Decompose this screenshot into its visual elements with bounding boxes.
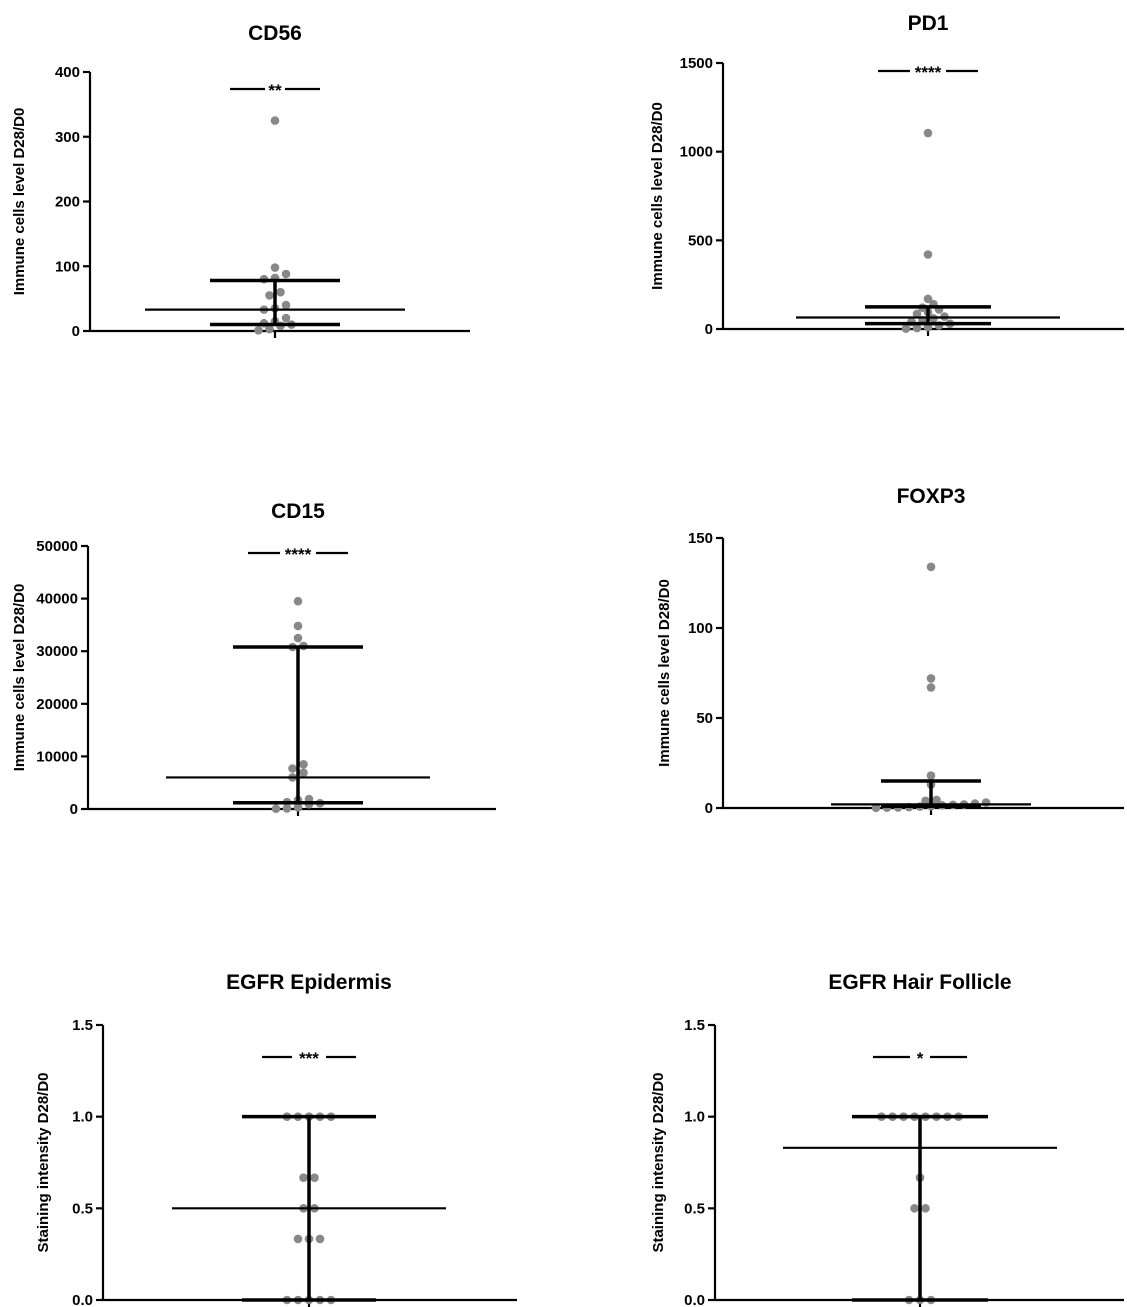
data-point <box>310 1173 319 1183</box>
y-tick-label: 200 <box>55 194 80 211</box>
y-axis-label: Staining intensity D28/D0 <box>650 1072 667 1252</box>
y-tick-label: 1500 <box>680 55 713 72</box>
data-point <box>926 674 936 683</box>
y-axis-label: Immune cells level D28/D0 <box>11 108 28 296</box>
data-point <box>926 771 936 780</box>
y-tick-label: 1.5 <box>72 1017 93 1034</box>
significance-label: ** <box>268 81 282 100</box>
y-axis-label: Staining intensity D28/D0 <box>35 1072 52 1252</box>
y-axis-label: Immune cells level D28/D0 <box>649 102 666 290</box>
chart-panel-4: FOXP3 Immune cells level D28/D0 0 50 100 150 <box>656 485 1124 817</box>
y-tick-label: 1.0 <box>684 1109 705 1126</box>
chart-title: CD15 <box>271 500 325 523</box>
significance-label: *** <box>299 1049 319 1068</box>
data-point <box>871 803 881 813</box>
data-point <box>265 324 274 334</box>
chart-panel-2: PD1 Immune cells level D28/D0 0 500 1000 1500… <box>649 12 1124 338</box>
chart-title: FOXP3 <box>897 485 966 508</box>
y-tick-label: 500 <box>688 232 713 249</box>
y-tick-label: 0.0 <box>72 1292 93 1307</box>
y-axis-label: Immune cells level D28/D0 <box>656 579 673 767</box>
data-point <box>981 798 991 807</box>
data-point <box>281 300 291 310</box>
y-axis-label: Immune cells level D28/D0 <box>11 584 28 772</box>
y-tick-label: 100 <box>688 620 713 637</box>
y-tick-label: 1000 <box>680 144 713 161</box>
data-point <box>910 1204 919 1213</box>
chart-title: EGFR Epidermis <box>226 971 392 994</box>
data-point <box>912 323 922 333</box>
data-point <box>912 309 922 319</box>
y-tick-label: 10000 <box>36 748 78 765</box>
y-tick-label: 40000 <box>36 591 78 608</box>
y-tick-label: 0 <box>705 321 713 338</box>
data-point <box>270 116 280 125</box>
data-point <box>299 1173 308 1183</box>
y-tick-label: 0 <box>70 801 78 818</box>
y-tick-label: 300 <box>55 129 80 146</box>
data-point <box>932 795 941 805</box>
significance-label: **** <box>915 63 942 82</box>
data-point <box>254 326 263 335</box>
chart-panel-6: EGFR Hair Follicle Staining intensity D28… <box>650 971 1124 1307</box>
data-point <box>288 764 297 773</box>
data-point <box>293 803 303 812</box>
significance-label: * <box>917 1049 924 1068</box>
data-point <box>293 633 303 643</box>
y-tick-label: 20000 <box>36 696 78 713</box>
y-tick-label: 0.5 <box>72 1200 93 1217</box>
data-point <box>926 562 936 572</box>
chart-title: PD1 <box>908 12 949 35</box>
chart-panel-3: CD15 Immune cells level D28/D0 0 10000 20000… <box>11 500 496 818</box>
data-point <box>923 250 933 259</box>
data-point <box>299 768 308 778</box>
y-tick-label: 0.5 <box>684 1200 705 1217</box>
y-tick-label: 1.5 <box>684 1017 705 1034</box>
data-point <box>276 287 285 297</box>
chart-panel-1: CD56 Immune cells level D28/D0 0 100 200 300 4… <box>11 22 470 340</box>
data-point <box>293 621 303 631</box>
significance-label: **** <box>285 545 312 564</box>
y-tick-label: 150 <box>688 530 713 547</box>
y-tick-label: 0 <box>72 323 80 340</box>
data-point <box>282 804 292 813</box>
y-tick-label: 50 <box>696 710 713 727</box>
data-point <box>265 291 274 300</box>
data-point <box>281 313 291 323</box>
chart-title: CD56 <box>248 22 302 45</box>
y-tick-label: 0 <box>705 800 713 817</box>
data-point <box>299 759 308 769</box>
data-point <box>281 269 291 279</box>
chart-title: EGFR Hair Follicle <box>828 971 1011 994</box>
data-point <box>921 1204 930 1213</box>
y-tick-label: 400 <box>55 64 80 81</box>
data-point <box>901 324 911 333</box>
y-tick-label: 50000 <box>36 538 78 555</box>
data-point <box>926 683 936 692</box>
y-tick-label: 1.0 <box>72 1109 93 1126</box>
y-tick-label: 30000 <box>36 643 78 660</box>
chart-panel-5: EGFR Epidermis Staining intensity D28/D0 0… <box>35 971 517 1307</box>
data-point <box>270 263 280 272</box>
data-point <box>271 804 281 814</box>
data-point <box>293 1234 303 1244</box>
data-point <box>293 596 303 606</box>
data-point <box>923 128 933 138</box>
y-tick-label: 0.0 <box>684 1292 705 1307</box>
data-point <box>921 796 930 806</box>
data-point <box>315 1234 325 1244</box>
y-tick-label: 100 <box>55 258 80 275</box>
data-point <box>923 294 933 304</box>
